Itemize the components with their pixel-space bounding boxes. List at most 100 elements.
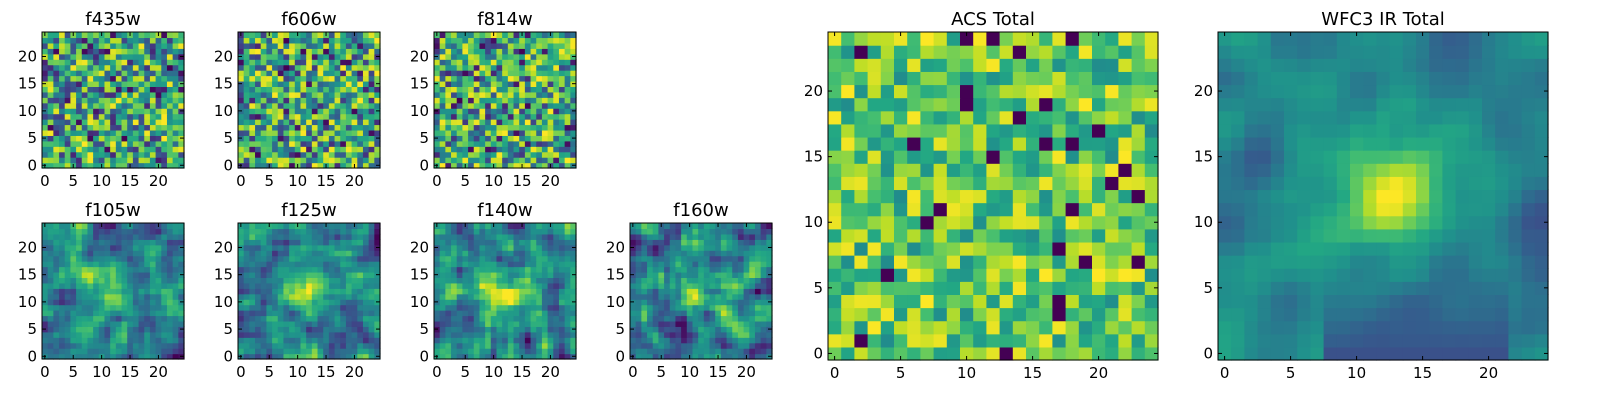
heatmap-cell xyxy=(485,113,492,120)
heatmap-cell xyxy=(132,233,140,240)
heatmap-cell xyxy=(283,108,290,115)
heatmap-cell xyxy=(266,348,273,355)
heatmap-cell xyxy=(149,353,157,360)
heatmap-cell xyxy=(289,282,296,289)
heatmap-cell xyxy=(468,59,475,66)
heatmap-cell xyxy=(374,261,381,268)
heatmap-cell xyxy=(323,151,330,158)
heatmap-cell xyxy=(1078,307,1093,322)
heatmap-cell xyxy=(127,151,134,158)
heatmap-cell xyxy=(530,97,537,104)
heatmap-cell xyxy=(357,288,364,295)
heatmap-cell xyxy=(664,304,671,311)
heatmap-cell xyxy=(675,288,682,295)
heatmap-cell xyxy=(115,337,123,344)
heatmap-cell xyxy=(999,202,1014,217)
heatmap-cell xyxy=(507,288,515,295)
heatmap-cell xyxy=(536,97,543,104)
heatmap-cell xyxy=(496,59,503,66)
heatmap-cell xyxy=(104,37,111,44)
heatmap-cell xyxy=(93,108,100,115)
heatmap-cell xyxy=(155,326,162,333)
heatmap-cell xyxy=(681,299,688,306)
heatmap-cell xyxy=(328,282,336,289)
heatmap-cell xyxy=(357,42,364,49)
heatmap-cell xyxy=(485,233,492,240)
heatmap-cell xyxy=(323,348,330,355)
heatmap-cell xyxy=(121,102,128,109)
heatmap-cell xyxy=(311,124,319,131)
heatmap-cell xyxy=(1039,228,1053,243)
heatmap-cell xyxy=(547,108,554,115)
heatmap-cell xyxy=(345,348,353,355)
heatmap-cell xyxy=(1131,228,1146,243)
heatmap-cell xyxy=(530,124,537,131)
heatmap-cell xyxy=(732,239,739,246)
heatmap-cell xyxy=(368,102,375,109)
heatmap-cell xyxy=(178,42,185,49)
heatmap-cell xyxy=(70,129,77,136)
heatmap-cell xyxy=(558,75,566,82)
heatmap-cell xyxy=(490,91,498,98)
heatmap-cell xyxy=(249,86,256,93)
heatmap-cell xyxy=(558,299,566,306)
heatmap-cell xyxy=(144,304,151,311)
heatmap-cell xyxy=(328,32,336,39)
heatmap-cell xyxy=(178,70,185,77)
heatmap-cell xyxy=(434,91,441,98)
heatmap-cell xyxy=(652,304,659,311)
heatmap-cell xyxy=(986,307,1001,322)
heatmap-cell xyxy=(70,293,77,300)
heatmap-cell xyxy=(456,310,463,317)
heatmap-cell xyxy=(479,157,486,164)
heatmap-cell xyxy=(104,157,111,164)
heatmap-cell xyxy=(698,255,705,262)
heatmap-cell xyxy=(451,124,458,131)
heatmap-cell xyxy=(652,261,659,268)
heatmap-cell xyxy=(138,80,145,87)
heatmap-cell xyxy=(368,37,375,44)
heatmap-cell xyxy=(698,223,705,230)
heatmap-cell xyxy=(854,307,869,322)
heatmap-cell xyxy=(743,266,750,273)
heatmap-cell xyxy=(558,70,566,77)
heatmap-cell xyxy=(439,37,446,44)
heatmap-cell xyxy=(81,304,89,311)
heatmap-cell xyxy=(138,37,145,44)
heatmap-cell xyxy=(144,113,151,120)
heatmap-cell xyxy=(439,119,446,126)
heatmap-cell xyxy=(98,42,106,49)
heatmap-cell xyxy=(530,310,537,317)
heatmap-cell xyxy=(300,342,307,349)
heatmap-cell xyxy=(553,282,560,289)
heatmap-cell xyxy=(283,239,290,246)
heatmap-cell xyxy=(317,223,324,230)
heatmap-cell xyxy=(479,48,486,55)
heatmap-cell xyxy=(289,97,296,104)
heatmap-cell xyxy=(144,48,151,55)
heatmap-cell xyxy=(451,42,458,49)
heatmap-cell xyxy=(530,80,537,87)
heatmap-cell xyxy=(93,113,100,120)
heatmap-cell xyxy=(880,307,895,322)
heatmap-cell xyxy=(59,320,66,327)
heatmap-cell xyxy=(149,80,157,87)
heatmap-cell xyxy=(485,135,492,142)
heatmap-cell xyxy=(635,271,642,278)
heatmap-cell xyxy=(720,348,728,355)
heatmap-cell xyxy=(144,91,151,98)
heatmap-cell xyxy=(664,233,671,240)
heatmap-cell xyxy=(749,326,756,333)
heatmap-cell xyxy=(93,151,100,158)
heatmap-cell xyxy=(1026,346,1040,361)
heatmap-cell xyxy=(564,277,571,284)
heatmap-cell xyxy=(81,250,89,257)
heatmap-cell xyxy=(536,48,543,55)
heatmap-cell xyxy=(144,86,151,93)
heatmap-cell xyxy=(53,32,60,39)
heatmap-cell xyxy=(513,310,520,317)
heatmap-cell xyxy=(172,310,179,317)
heatmap-cell xyxy=(541,337,549,344)
heatmap-cell xyxy=(144,348,151,355)
heatmap-cell xyxy=(732,255,739,262)
